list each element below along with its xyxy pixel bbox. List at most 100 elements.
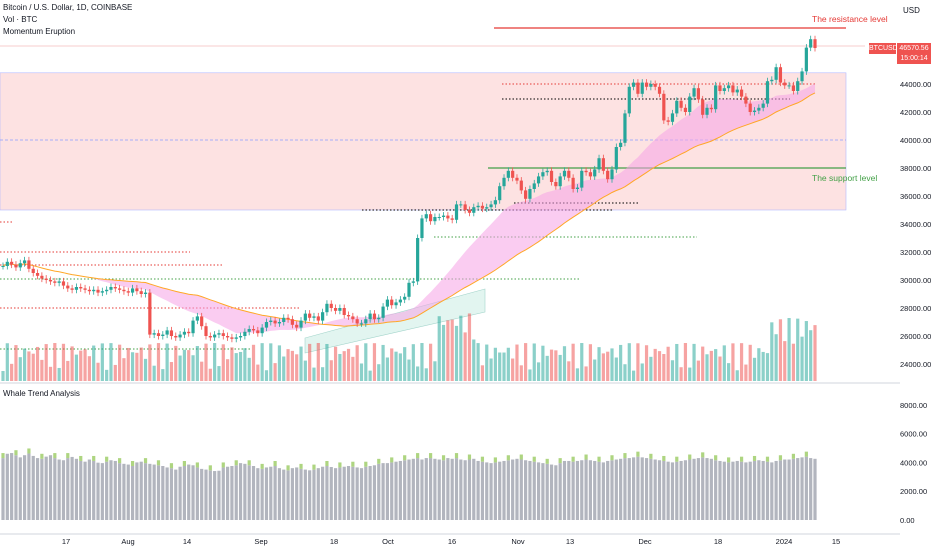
candle	[692, 84, 696, 101]
candle-body	[644, 82, 649, 87]
volume-bar	[524, 343, 528, 381]
whale-bar	[584, 459, 588, 520]
whale-bar-accent	[804, 451, 808, 457]
candle-body	[303, 313, 307, 321]
whale-bar	[130, 466, 135, 520]
price-tick-label: 32000.00	[900, 248, 931, 257]
whale-bar-accent	[273, 461, 277, 466]
price-tick-label: 26000.00	[900, 332, 931, 341]
candle	[135, 284, 139, 295]
whale-bar	[428, 458, 433, 520]
volume-bar	[610, 348, 614, 381]
whale-bar	[169, 468, 174, 520]
whale-bar	[502, 460, 506, 520]
volume-bar	[35, 346, 40, 381]
whale-bar	[787, 459, 791, 520]
candle	[169, 326, 174, 340]
symbol-price-tag: BTCUSD	[869, 43, 898, 54]
whale-bar	[143, 463, 148, 520]
candle	[679, 97, 683, 112]
volume-bar	[701, 346, 705, 381]
volume-bar	[416, 366, 420, 381]
candle-body	[385, 299, 390, 307]
whale-bar	[372, 465, 377, 520]
whale-trend-label[interactable]: Whale Trend Analysis	[3, 389, 80, 398]
candle-body	[208, 336, 212, 338]
whale-bar-accent	[403, 455, 407, 461]
volume-indicator-label[interactable]: Vol · BTC	[3, 15, 38, 24]
candle	[66, 282, 70, 292]
candle	[761, 100, 765, 112]
whale-bar-accent	[377, 458, 381, 464]
whale-bar-accent	[299, 463, 303, 469]
whale-bar	[791, 458, 796, 520]
whale-bar	[165, 467, 169, 520]
whale-tick-label: 8000.00	[900, 401, 927, 410]
candle	[765, 77, 770, 108]
candle-body	[109, 287, 113, 290]
candle-body	[774, 67, 778, 80]
volume-bar	[657, 351, 662, 381]
volume-bar	[580, 343, 584, 381]
momentum-indicator-label[interactable]: Momentum Eruption	[3, 27, 76, 36]
whale-bar	[61, 460, 66, 520]
whale-bar	[675, 461, 679, 520]
whale-bar-accent	[351, 461, 355, 467]
whale-bar	[519, 459, 523, 520]
symbol-line[interactable]: Bitcoin / U.S. Dollar, 1D, COINBASE	[3, 3, 133, 12]
volume-bar	[213, 343, 217, 381]
volume-bar	[126, 347, 130, 381]
candle-body	[148, 292, 152, 335]
whale-bar	[757, 460, 761, 520]
whale-bar	[10, 453, 14, 520]
candle-body	[683, 107, 688, 112]
volume-bar	[606, 351, 610, 381]
volume-bar	[735, 370, 739, 381]
whale-bar-accent	[649, 453, 653, 459]
candle-body	[813, 39, 817, 49]
candle-body	[454, 204, 459, 220]
candle-body	[187, 331, 191, 334]
candle	[584, 167, 588, 176]
candle-body	[601, 158, 605, 171]
volume-bar	[575, 368, 580, 381]
volume-bar	[532, 343, 536, 381]
candle-body	[113, 287, 117, 289]
bar-countdown-tag: 15:00:14	[897, 54, 931, 64]
candle-body	[506, 170, 510, 178]
whale-bar	[623, 458, 627, 520]
candle-body	[407, 282, 411, 297]
whale-bar	[683, 460, 688, 520]
candle	[57, 277, 61, 287]
whale-bar	[731, 461, 735, 520]
volume-bar	[208, 368, 212, 381]
candle-body	[800, 71, 804, 82]
whale-bar-accent	[66, 453, 70, 459]
volume-bar	[243, 348, 247, 381]
candle-body	[96, 289, 100, 293]
volume-bar	[731, 343, 735, 381]
candle-body	[130, 288, 135, 293]
candle-body	[83, 288, 87, 290]
volume-bar	[92, 345, 96, 381]
whale-bar	[312, 469, 316, 520]
volume-bar	[48, 366, 53, 381]
candle	[53, 277, 57, 287]
candle-body	[748, 103, 752, 112]
whale-bar	[277, 468, 282, 520]
candle-body	[420, 218, 424, 238]
candle	[204, 322, 208, 340]
volume-bar	[411, 344, 415, 381]
last-price-tag: 46570.56	[897, 43, 931, 54]
volume-bar	[692, 343, 696, 381]
candle	[394, 298, 398, 309]
currency-label[interactable]: USD	[903, 6, 920, 15]
volume-bar	[139, 347, 143, 381]
candle-body	[476, 205, 480, 208]
candle-body	[35, 273, 40, 276]
volume-bar	[623, 364, 627, 381]
candle-body	[498, 186, 502, 201]
volume-bar	[813, 325, 817, 381]
volume-bar	[282, 356, 286, 381]
